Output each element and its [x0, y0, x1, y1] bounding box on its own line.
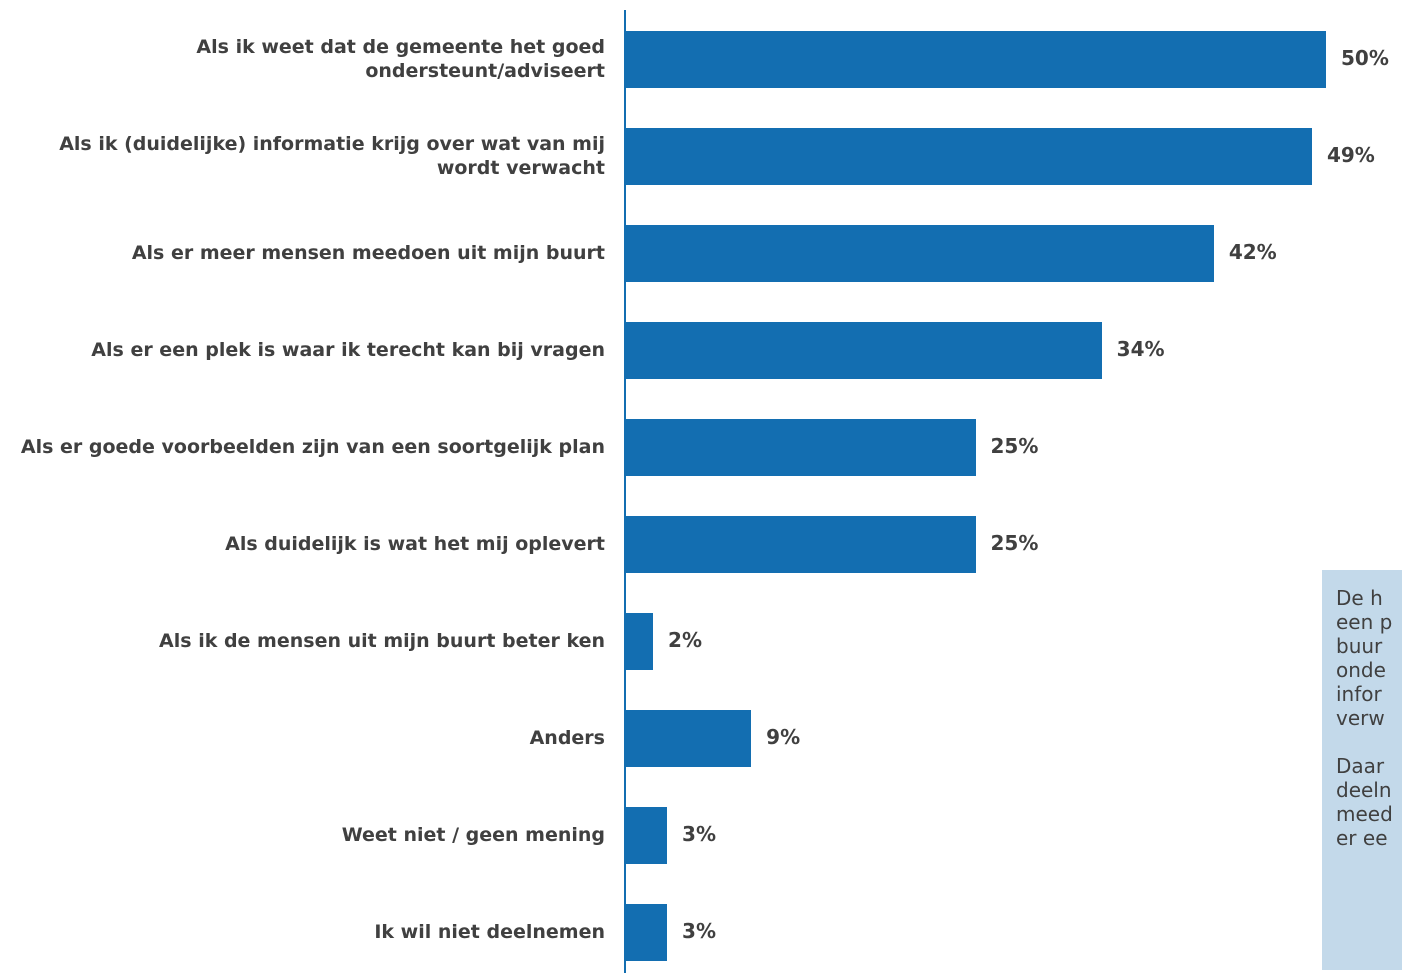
note-paragraph-2: Daar deeln meed er ee [1336, 754, 1402, 850]
value-label: 25% [990, 434, 1039, 458]
value-label: 3% [682, 822, 717, 846]
bar [625, 321, 1102, 379]
note-paragraph-1: De h een p buur onde infor verw [1336, 586, 1402, 730]
category-label: Als ik weet dat de gemeente het goed ond… [196, 36, 605, 82]
bar [625, 127, 1312, 185]
note-text: De h een p buur onde infor verw Daar dee… [1336, 586, 1402, 850]
value-label: 49% [1326, 143, 1375, 167]
value-label: 2% [668, 628, 702, 652]
bar [625, 418, 976, 476]
bar [625, 30, 1326, 88]
category-axis-line [624, 10, 626, 973]
note-line: er ee [1336, 826, 1388, 850]
bar [625, 709, 752, 767]
category-label: Als er goede voorbeelden zijn van een so… [20, 436, 605, 458]
category-label: Anders [529, 727, 605, 749]
category-label: Als ik de mensen uit mijn buurt beter ke… [159, 630, 605, 652]
note-line: onde [1336, 658, 1386, 682]
category-label: Weet niet / geen mening [341, 824, 605, 846]
note-line: verw [1336, 706, 1385, 730]
value-label: 3% [682, 919, 717, 943]
bar [625, 224, 1214, 282]
note-line: infor [1336, 682, 1382, 706]
value-label: 42% [1228, 240, 1277, 264]
note-line: meed [1336, 802, 1393, 826]
note-line: deeln [1336, 778, 1392, 802]
value-label: 25% [990, 531, 1039, 555]
value-label: 9% [766, 725, 801, 749]
category-label: Als duidelijk is wat het mij oplevert [225, 533, 605, 555]
note-line: De h [1336, 586, 1383, 610]
note-line: een p [1336, 610, 1393, 634]
note-line: buur [1336, 634, 1383, 658]
bar [625, 903, 668, 961]
category-label: Als er een plek is waar ik terecht kan b… [91, 339, 605, 361]
category-label: Ik wil niet deelnemen [374, 921, 605, 943]
note-box: De h een p buur onde infor verw Daar dee… [1322, 570, 1402, 970]
note-line: Daar [1336, 754, 1385, 778]
category-label: Als er meer mensen meedoen uit mijn buur… [131, 242, 605, 264]
value-label: 50% [1341, 46, 1389, 70]
category-label: Als ik (duidelijke) informatie krijg ove… [59, 133, 605, 179]
bar [625, 806, 668, 864]
bar [625, 515, 976, 573]
bar [625, 612, 654, 670]
value-label: 34% [1116, 337, 1165, 361]
